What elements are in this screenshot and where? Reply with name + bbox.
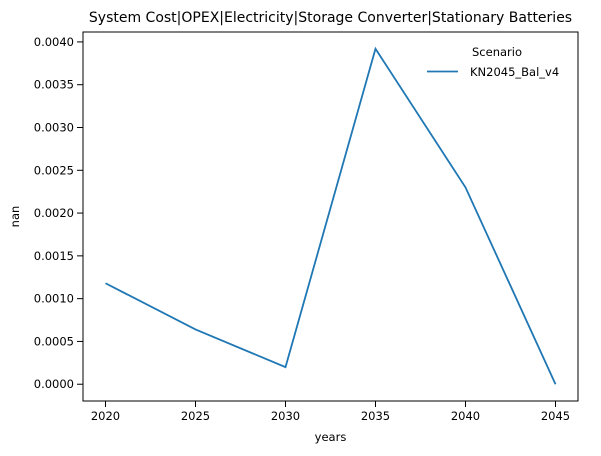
x-tick-label: 2035 (361, 409, 390, 423)
legend-entry-label: KN2045_Bal_v4 (470, 65, 559, 79)
chart-title: System Cost|OPEX|Electricity|Storage Con… (89, 10, 572, 26)
x-tick-label: 2025 (181, 409, 210, 423)
x-tick-label: 2030 (271, 409, 300, 423)
x-axis-label: years (315, 430, 347, 444)
y-tick-label: 0.0030 (34, 121, 74, 135)
data-series-group (105, 46, 557, 385)
x-axis-ticks: 2020 2025 2030 2035 2040 2045 (91, 401, 570, 423)
y-axis-label: nan (8, 206, 22, 228)
y-tick-label: 0.0000 (34, 377, 74, 391)
y-tick-label: 0.0035 (34, 78, 74, 92)
legend: Scenario KN2045_Bal_v4 (427, 45, 559, 79)
legend-title: Scenario (472, 45, 522, 59)
y-axis-ticks: 0.0000 0.0005 0.0010 0.0015 0.0020 0.0025 0.00… (34, 35, 83, 391)
y-tick-label: 0.0005 (34, 334, 74, 348)
y-tick-label: 0.0015 (34, 249, 74, 263)
x-tick-label: 2040 (451, 409, 480, 423)
plot-frame (82, 31, 579, 402)
x-tick-label: 2020 (91, 409, 120, 423)
series-line (105, 46, 557, 385)
y-tick-label: 0.0040 (34, 35, 74, 49)
x-tick-label: 2045 (541, 409, 570, 423)
y-tick-label: 0.0010 (34, 292, 74, 306)
y-tick-label: 0.0020 (34, 206, 74, 220)
y-tick-label: 0.0025 (34, 163, 74, 177)
